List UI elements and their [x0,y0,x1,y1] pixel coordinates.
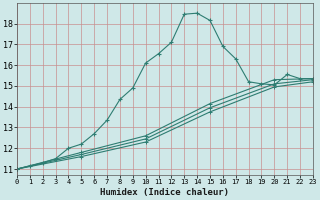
X-axis label: Humidex (Indice chaleur): Humidex (Indice chaleur) [100,188,229,197]
